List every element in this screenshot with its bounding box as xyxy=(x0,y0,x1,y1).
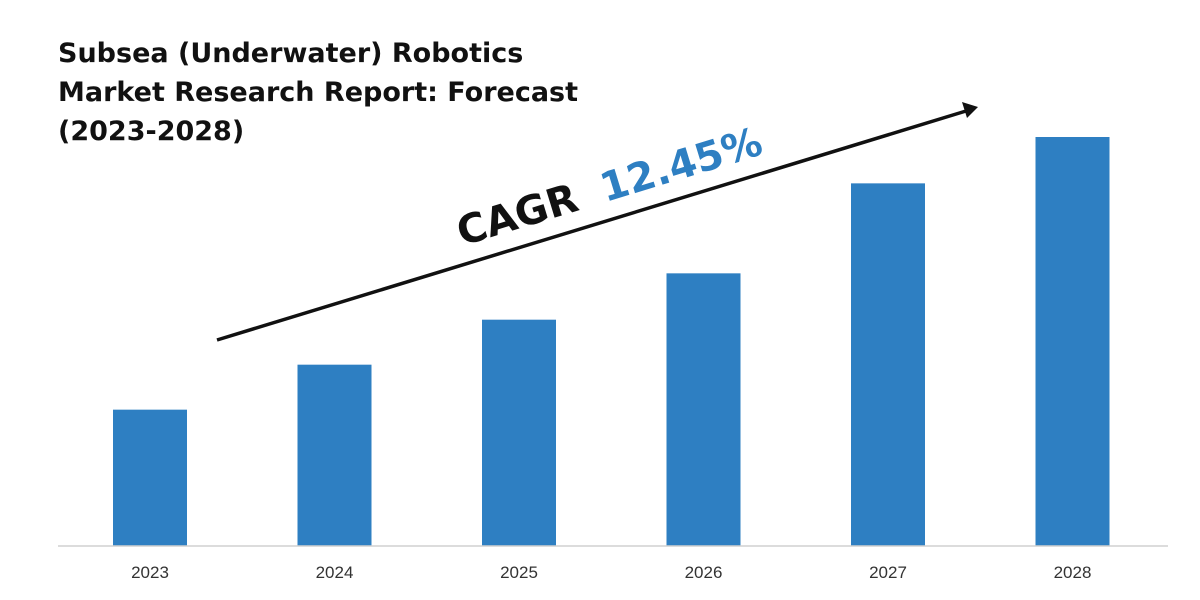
cagr-arrow-head xyxy=(962,102,978,118)
bar-2023 xyxy=(113,409,187,546)
bar-2027 xyxy=(851,183,925,546)
x-tick-label-2028: 2028 xyxy=(1054,563,1092,582)
x-tick-label-2023: 2023 xyxy=(131,563,169,582)
x-tick-label-2024: 2024 xyxy=(316,563,354,582)
chart-title-line-2: Market Research Report: Forecast xyxy=(58,77,578,108)
x-axis-ticks: 2023 2024 2025 2026 2027 2028 xyxy=(131,563,1091,582)
bar-2026 xyxy=(666,273,741,546)
chart-title-line-1: Subsea (Underwater) Robotics xyxy=(58,38,523,69)
x-tick-label-2026: 2026 xyxy=(685,563,723,582)
bar-2025 xyxy=(482,319,556,546)
bar-2024 xyxy=(297,364,372,546)
x-tick-label-2025: 2025 xyxy=(500,563,538,582)
cagr-prefix: CAGR xyxy=(451,175,583,255)
chart-title: Subsea (Underwater) Robotics Market Rese… xyxy=(58,38,578,147)
x-tick-label-2027: 2027 xyxy=(869,563,907,582)
bar-2028 xyxy=(1035,137,1110,546)
chart-title-line-3: (2023-2028) xyxy=(58,116,244,147)
bars-group xyxy=(113,137,1110,546)
cagr-arrow-line xyxy=(216,109,967,342)
